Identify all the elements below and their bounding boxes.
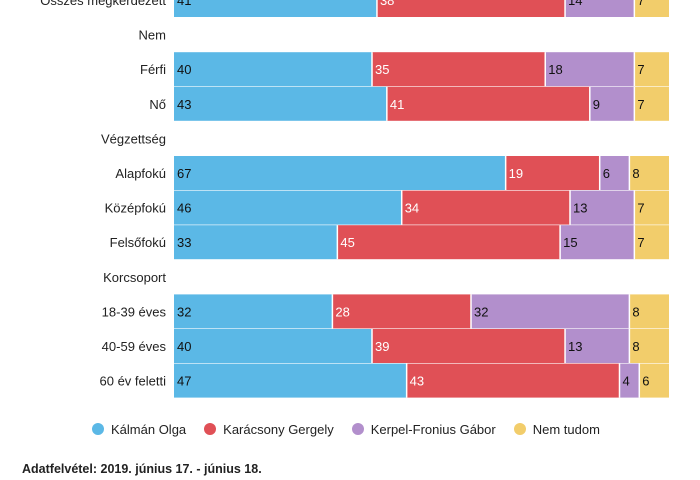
legend-item: Kálmán Olga <box>92 422 186 437</box>
data-label: 6 <box>642 374 649 389</box>
bar-segment <box>599 156 630 190</box>
legend-label: Kerpel-Fronius Gábor <box>370 421 496 437</box>
bar-segment <box>174 363 407 398</box>
bar-segment <box>565 0 635 17</box>
survey-date-note: Adatfelvétel: 2019. június 17. - június … <box>22 462 262 476</box>
data-label: 13 <box>573 201 587 216</box>
bar-segment <box>570 190 635 225</box>
data-label: 38 <box>380 0 394 8</box>
bar-segment <box>634 190 669 225</box>
bar-segment <box>639 363 669 398</box>
data-label: 43 <box>177 97 191 112</box>
group-label: Végzettség <box>101 131 166 146</box>
bar-segment <box>337 225 561 260</box>
data-label: 14 <box>568 0 582 8</box>
row-label: 40-59 éves <box>102 339 167 354</box>
bar-segment <box>174 190 402 225</box>
data-label: 41 <box>390 97 404 112</box>
bar-segment <box>545 52 635 87</box>
bar-segment <box>505 156 600 190</box>
bar-segment <box>386 86 590 121</box>
legend-swatch <box>204 423 217 435</box>
legend-swatch <box>513 423 526 435</box>
bar-segment <box>634 225 669 260</box>
bar-segment <box>174 86 387 121</box>
group-label: Korcsoport <box>103 270 166 285</box>
bar-segment <box>634 86 669 121</box>
row-label: Összes megkérdezett <box>40 0 166 8</box>
row-label: Nő <box>149 97 166 112</box>
legend-label: Karácsony Gergely <box>223 421 334 437</box>
data-label: 33 <box>177 235 191 250</box>
data-label: 46 <box>177 201 191 216</box>
legend-label: Nem tudom <box>532 421 600 437</box>
row-label: 60 év feletti <box>100 374 167 389</box>
data-label: 7 <box>637 0 644 8</box>
data-label: 32 <box>177 304 191 319</box>
data-label: 43 <box>410 374 424 389</box>
bar-segment <box>634 52 669 87</box>
row-label: 18-39 éves <box>102 304 167 319</box>
data-label: 18 <box>548 62 562 77</box>
data-label: 7 <box>637 201 644 216</box>
chart-legend: Kálmán Olga Karácsony Gergely Kerpel-Froni… <box>92 418 600 440</box>
bar-segment <box>629 329 669 363</box>
bar-segment <box>619 363 640 398</box>
bar-segment <box>629 294 669 329</box>
data-label: 13 <box>568 339 582 354</box>
bar-segment <box>174 156 506 190</box>
row-label: Férfi <box>140 62 166 77</box>
bar-segment <box>634 0 669 17</box>
bar-segment <box>174 329 372 363</box>
bar-segment <box>629 156 669 190</box>
data-label: 8 <box>632 166 639 181</box>
bar-segment <box>401 190 570 225</box>
data-label: 39 <box>375 339 389 354</box>
bar-segment <box>174 225 338 260</box>
data-label: 8 <box>632 339 639 354</box>
bar-segment <box>565 329 630 363</box>
bar-segment <box>174 0 377 17</box>
legend-label: Kálmán Olga <box>111 421 187 437</box>
data-label: 7 <box>637 62 644 77</box>
legend-swatch <box>92 423 104 435</box>
data-label: 7 <box>637 97 644 112</box>
data-label: 19 <box>509 166 523 181</box>
legend-item: Nem tudom <box>513 421 600 437</box>
data-label: 9 <box>593 97 600 112</box>
data-label: 32 <box>474 304 488 319</box>
data-label: 6 <box>603 166 610 181</box>
bar-segment <box>372 52 546 87</box>
data-label: 28 <box>335 304 349 319</box>
data-label: 45 <box>340 235 354 250</box>
data-label: 15 <box>563 235 577 250</box>
bar-segment <box>376 0 566 17</box>
data-label: 41 <box>177 0 191 8</box>
bar-segment <box>560 225 635 260</box>
data-label: 40 <box>177 339 191 354</box>
bar-segment <box>471 294 630 329</box>
bar-segment <box>332 294 471 329</box>
data-label: 35 <box>375 62 389 77</box>
legend-item: Karácsony Gergely <box>204 422 334 437</box>
bar-segment <box>174 294 333 329</box>
data-label: 4 <box>623 374 630 389</box>
group-label: Nem <box>139 28 166 43</box>
data-label: 8 <box>632 304 639 319</box>
bar-segment <box>406 363 620 398</box>
data-label: 7 <box>637 235 644 250</box>
data-label: 40 <box>177 62 191 77</box>
bar-segment <box>589 86 635 121</box>
row-label: Felsőfokú <box>110 235 166 250</box>
data-label: 47 <box>177 374 191 389</box>
data-label: 67 <box>177 166 191 181</box>
data-label: 34 <box>405 201 419 216</box>
row-label: Középfokú <box>105 201 166 216</box>
legend-item: Kerpel-Fronius Gábor <box>351 421 496 437</box>
row-label: Alapfokú <box>115 166 166 181</box>
legend-swatch <box>351 423 364 435</box>
bar-segment <box>372 329 566 363</box>
bar-segment <box>174 52 372 87</box>
